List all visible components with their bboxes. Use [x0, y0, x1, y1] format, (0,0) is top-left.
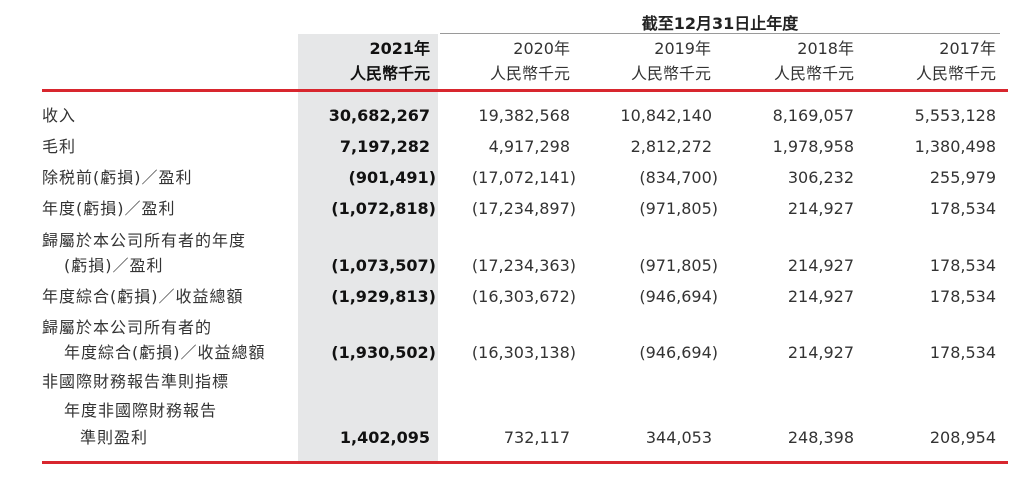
- table-row-non-ifrs-heading: 非國際財務報告準則指標: [0, 367, 1031, 397]
- year-label: 2020年: [513, 39, 570, 58]
- value-2018: 248,398: [787, 428, 854, 447]
- value-2021: (1,072,818): [331, 199, 436, 218]
- value-2019: 344,053: [645, 428, 712, 447]
- value-2019: 10,842,140: [620, 106, 712, 125]
- value-2019: 2,812,272: [630, 137, 712, 156]
- row-label: 毛利: [42, 137, 77, 156]
- value-2021: (1,073,507): [331, 256, 436, 275]
- table-row-non-ifrs-profit: 準則盈利 1,402,095 732,117 344,053 248,398 2…: [0, 423, 1031, 453]
- value-2018: 306,232: [787, 168, 854, 187]
- value-2020: (16,303,138): [471, 343, 576, 362]
- unit-label: 人民幣千元: [915, 64, 996, 83]
- table-row-non-ifrs-sublabel: 年度非國際財務報告: [0, 396, 1031, 426]
- unit-label: 人民幣千元: [630, 64, 711, 83]
- row-sub-label: 年度非國際財務報告: [64, 401, 218, 420]
- current-year-column-highlight: [298, 34, 438, 462]
- table-row-attributable-comprehensive-label: 歸屬於本公司所有者的: [0, 313, 1031, 343]
- value-2021: 7,197,282: [339, 137, 430, 156]
- value-2021: (1,929,813): [331, 287, 436, 306]
- unit-label: 人民幣千元: [773, 64, 854, 83]
- period-header: 截至12月31日止年度: [641, 14, 799, 33]
- value-2020: (17,072,141): [471, 168, 576, 187]
- row-label: 歸屬於本公司所有者的: [42, 318, 213, 337]
- value-2017: 5,553,128: [914, 106, 996, 125]
- column-header-2017: 2017年 人民幣千元: [856, 36, 996, 86]
- column-header-2018: 2018年 人民幣千元: [714, 36, 854, 86]
- value-2018: 214,927: [787, 256, 854, 275]
- year-label: 2017年: [939, 39, 996, 58]
- value-2019: (946,694): [639, 343, 718, 362]
- value-2020: 732,117: [503, 428, 570, 447]
- row-label-continuation: 準則盈利: [80, 428, 149, 447]
- value-2018: 214,927: [787, 343, 854, 362]
- value-2018: 1,978,958: [772, 137, 854, 156]
- row-label: 除税前(虧損)／盈利: [42, 168, 193, 187]
- value-2020: 19,382,568: [478, 106, 570, 125]
- column-header-2019: 2019年 人民幣千元: [571, 36, 711, 86]
- table-row-comprehensive-total: 年度綜合(虧損)／收益總額 (1,929,813) (16,303,672) (…: [0, 282, 1031, 312]
- value-2017: 1,380,498: [914, 137, 996, 156]
- value-2017: 178,534: [929, 199, 996, 218]
- year-label: 2021年: [369, 39, 430, 58]
- value-2021: 1,402,095: [339, 428, 430, 447]
- unit-label: 人民幣千元: [489, 64, 570, 83]
- row-label: 歸屬於本公司所有者的年度: [42, 231, 247, 250]
- value-2017: 208,954: [929, 428, 996, 447]
- value-2020: (16,303,672): [471, 287, 576, 306]
- row-label: 年度綜合(虧損)／收益總額: [42, 287, 244, 306]
- table-row-annual-profit: 年度(虧損)／盈利 (1,072,818) (17,234,897) (971,…: [0, 194, 1031, 224]
- table-row-attributable-profit-label: 歸屬於本公司所有者的年度: [0, 226, 1031, 256]
- table-row-revenue: 收入 30,682,267 19,382,568 10,842,140 8,16…: [0, 101, 1031, 131]
- value-2019: (971,805): [639, 199, 718, 218]
- value-2020: 4,917,298: [488, 137, 570, 156]
- table-row-pretax: 除税前(虧損)／盈利 (901,491) (17,072,141) (834,7…: [0, 163, 1031, 193]
- value-2021: 30,682,267: [328, 106, 430, 125]
- value-2019: (971,805): [639, 256, 718, 275]
- value-2018: 214,927: [787, 287, 854, 306]
- value-2017: 255,979: [929, 168, 996, 187]
- row-label: 收入: [42, 106, 77, 125]
- value-2017: 178,534: [929, 343, 996, 362]
- value-2019: (834,700): [639, 168, 718, 187]
- unit-label: 人民幣千元: [349, 64, 430, 83]
- row-label-continuation: 年度綜合(虧損)／收益總額: [64, 343, 266, 362]
- value-2017: 178,534: [929, 287, 996, 306]
- row-label-continuation: (虧損)／盈利: [64, 256, 164, 275]
- year-label: 2018年: [797, 39, 854, 58]
- value-2017: 178,534: [929, 256, 996, 275]
- value-2018: 214,927: [787, 199, 854, 218]
- table-row-attributable-comprehensive: 年度綜合(虧損)／收益總額 (1,930,502) (16,303,138) (…: [0, 338, 1031, 368]
- value-2020: (17,234,363): [471, 256, 576, 275]
- year-label: 2019年: [654, 39, 711, 58]
- value-2018: 8,169,057: [772, 106, 854, 125]
- table-top-rule: [42, 89, 1008, 92]
- value-2019: (946,694): [639, 287, 718, 306]
- value-2020: (17,234,897): [471, 199, 576, 218]
- row-label: 非國際財務報告準則指標: [42, 372, 230, 391]
- value-2021: (1,930,502): [331, 343, 436, 362]
- column-header-2020: 2020年 人民幣千元: [430, 36, 570, 86]
- column-header-2021: 2021年 人民幣千元: [290, 36, 430, 86]
- table-row-gross-profit: 毛利 7,197,282 4,917,298 2,812,272 1,978,9…: [0, 132, 1031, 162]
- value-2021: (901,491): [348, 168, 437, 187]
- row-label: 年度(虧損)／盈利: [42, 199, 176, 218]
- table-bottom-rule: [42, 461, 1008, 464]
- period-header-divider: [440, 33, 1000, 34]
- table-row-attributable-profit: (虧損)／盈利 (1,073,507) (17,234,363) (971,80…: [0, 251, 1031, 281]
